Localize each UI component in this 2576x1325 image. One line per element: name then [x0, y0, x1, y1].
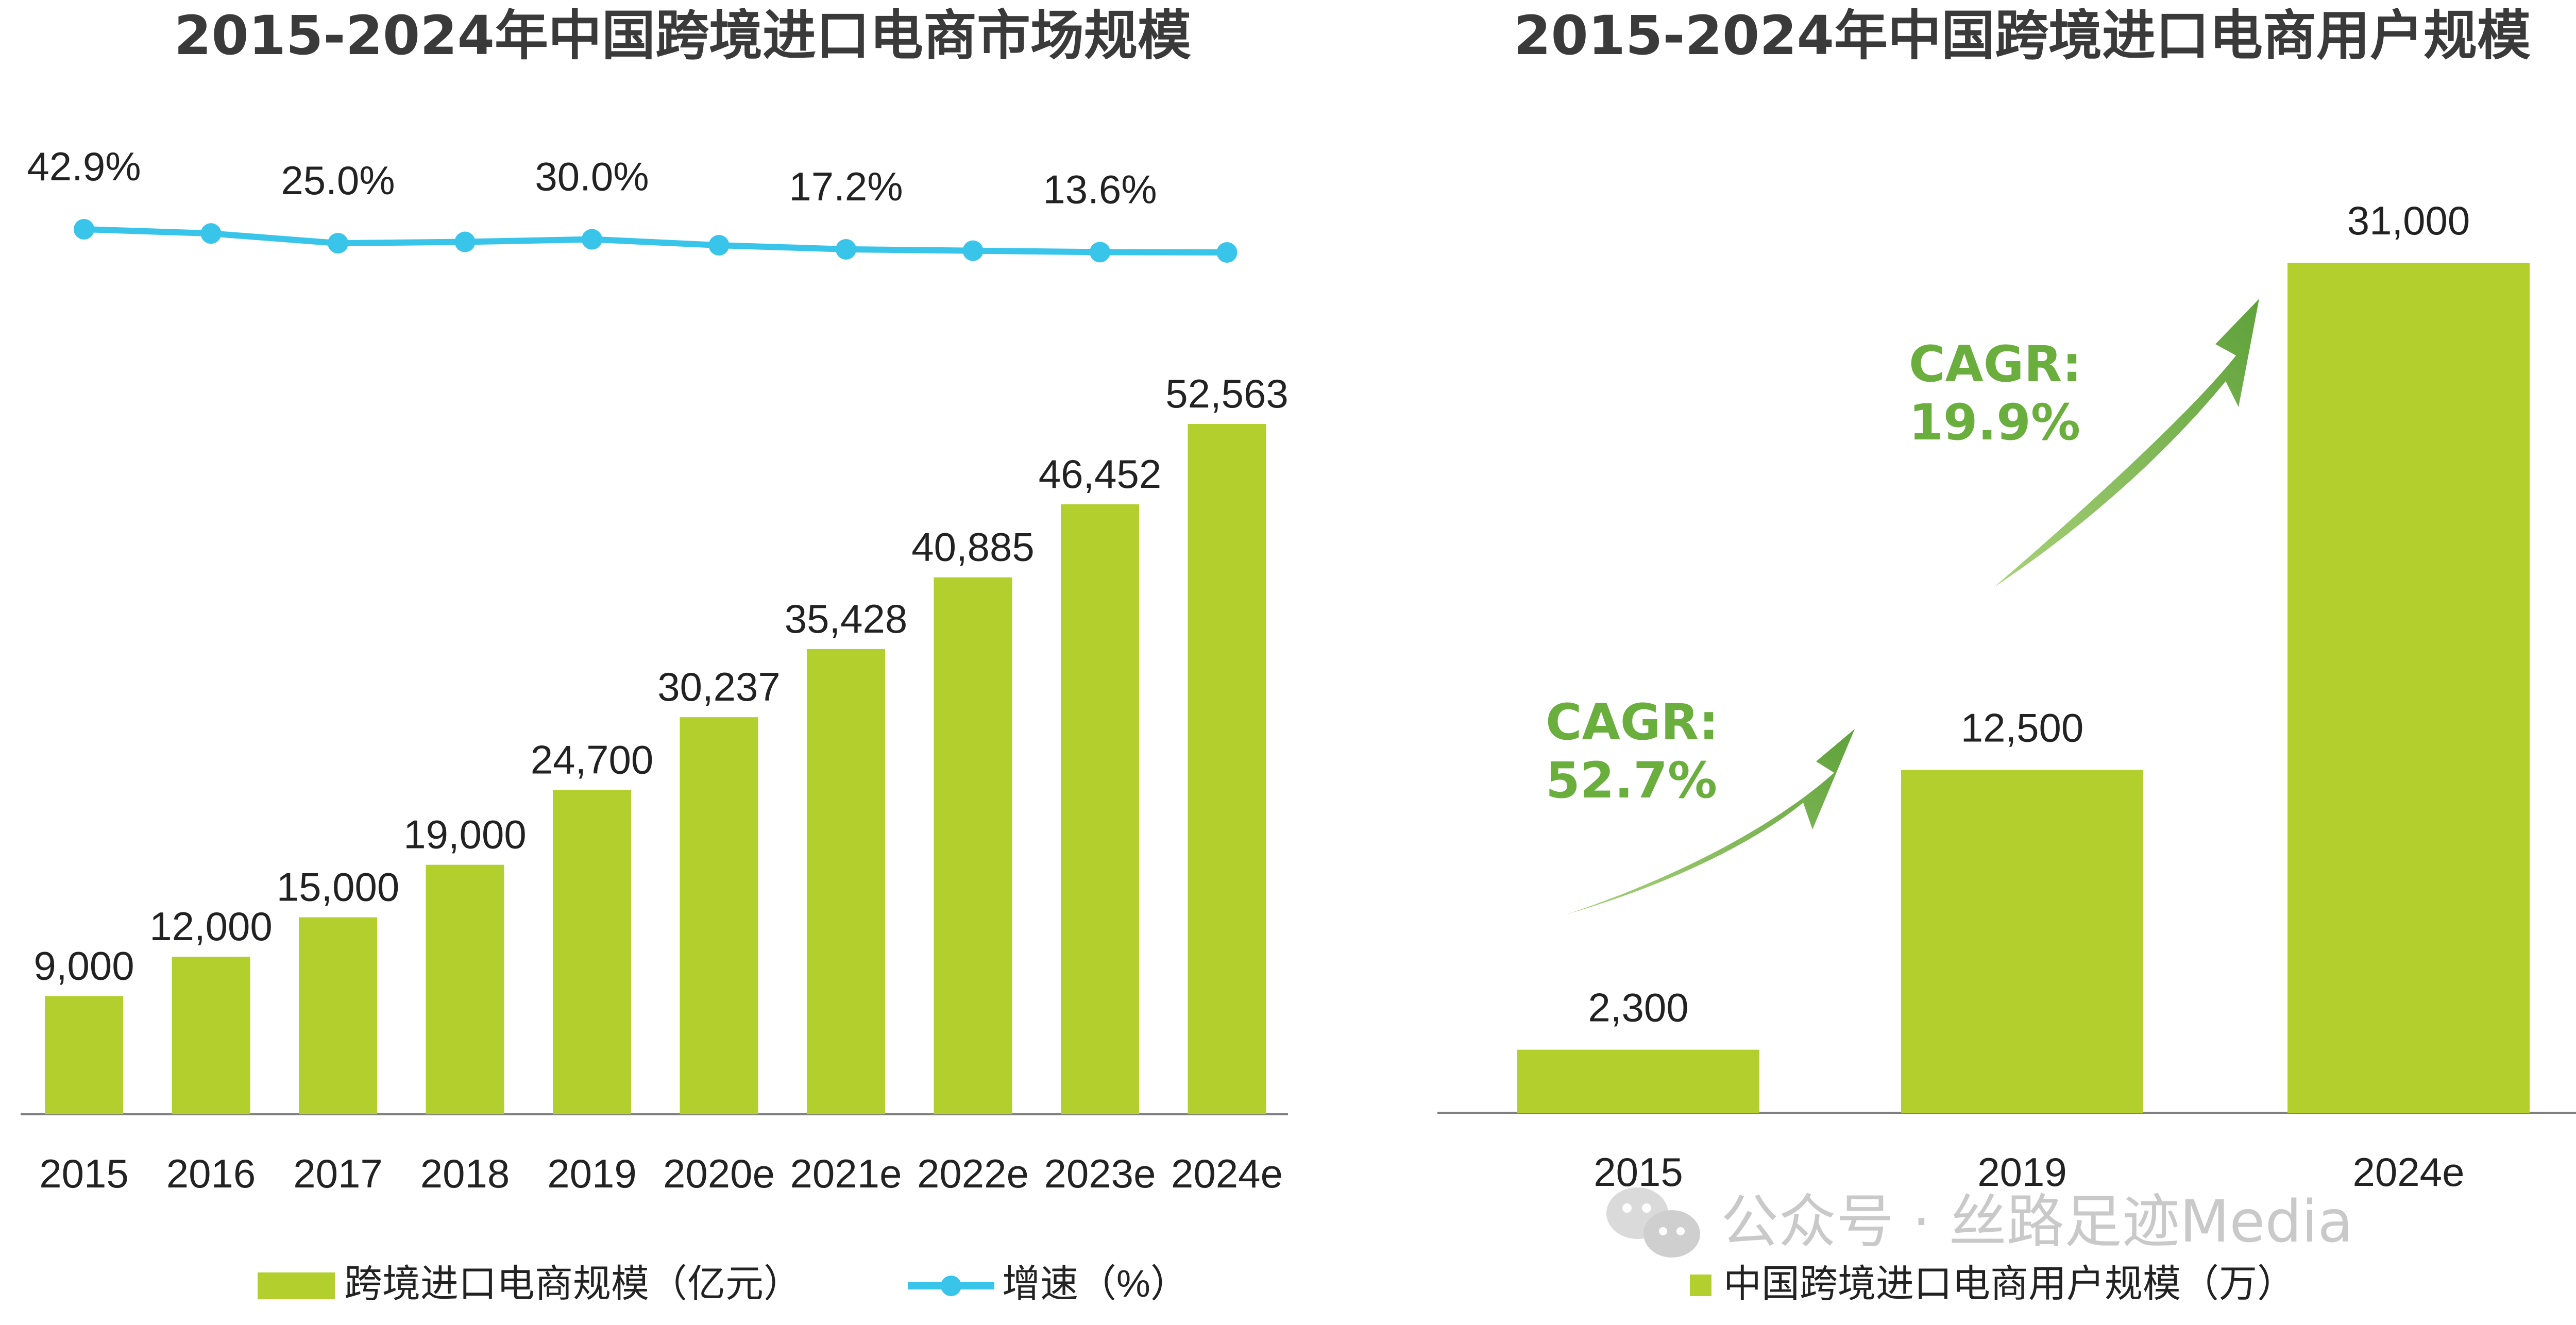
growth-label: 25.0% [281, 158, 395, 203]
left-bars: 9,000 2015 12,000 2016 15,000 2017 19,000 2018 2… [33, 371, 1288, 1196]
x-tick-label: 2024e [1171, 1151, 1283, 1196]
user-x-tick-label: 2015 [1594, 1149, 1683, 1195]
right-bars: 2,300 2015 12,500 2019 31,000 2024e [1517, 198, 2530, 1195]
wechat-icon [1606, 1187, 1700, 1258]
user-bar-2019 [1901, 770, 2143, 1113]
user-bar-value-label: 12,500 [1961, 705, 2084, 751]
legend-label-bar: 跨境进口电商规模（亿元） [344, 1262, 802, 1305]
x-tick-label: 2019 [547, 1151, 637, 1196]
growth-label: 17.2% [789, 164, 903, 209]
bar-2016 [172, 957, 250, 1114]
bar-value-label: 19,000 [403, 812, 527, 857]
x-tick-label: 2015 [39, 1151, 129, 1196]
x-tick-label: 2021e [790, 1151, 902, 1196]
bar-value-label: 35,428 [785, 596, 908, 641]
x-tick-label: 2017 [293, 1151, 383, 1196]
right-legend: 中国跨境进口电商用户规模（万） [1690, 1262, 2295, 1305]
right-chart: 2015-2024年中国跨境进口电商用户规模 2,300 2015 12,500 20… [1437, 4, 2576, 1305]
user-bar-value-label: 31,000 [2347, 198, 2470, 243]
bar-2017 [299, 917, 377, 1114]
bar-2018 [426, 864, 504, 1114]
growth-point-2021e [836, 239, 856, 260]
watermark-text: 公众号 · 丝路足迹Media [1721, 1188, 2353, 1255]
bar-2024e [1188, 424, 1266, 1114]
bar-value-label: 15,000 [277, 864, 400, 910]
growth-label: 13.6% [1043, 166, 1157, 212]
bar-2022e [934, 577, 1012, 1114]
left-growth-line: 42.9% 25.0% 30.0% 17.2% 13.6% [27, 144, 1238, 263]
bar-value-label: 40,885 [911, 524, 1035, 570]
x-tick-label: 2018 [420, 1151, 510, 1196]
user-bar-value-label: 2,300 [1588, 985, 1688, 1030]
bar-2020e [680, 717, 758, 1114]
bar-value-label: 30,237 [657, 664, 781, 709]
x-tick-label: 2023e [1044, 1151, 1156, 1196]
growth-point-2024e [1216, 242, 1238, 263]
bar-2021e [807, 649, 885, 1114]
right-legend-swatch [1690, 1275, 1711, 1296]
user-x-tick-label: 2024e [2353, 1149, 2465, 1195]
left-chart-title: 2015-2024年中国跨境进口电商市场规模 [174, 4, 1191, 67]
cagr-2-value: 19.9% [1909, 394, 2080, 451]
growth-label: 42.9% [27, 144, 141, 189]
legend-swatch-marker [941, 1276, 961, 1296]
growth-label: 30.0% [535, 154, 649, 199]
growth-point-2018 [454, 231, 476, 252]
growth-point-2020e [708, 235, 730, 256]
x-tick-label: 2020e [663, 1151, 775, 1196]
right-chart-title: 2015-2024年中国跨境进口电商用户规模 [1514, 4, 2531, 67]
bar-value-label: 12,000 [149, 904, 273, 949]
bar-2019 [553, 790, 631, 1114]
cagr-arrow-2 [1994, 299, 2259, 587]
growth-point-2017 [328, 233, 348, 254]
user-x-tick-label: 2019 [1977, 1149, 2067, 1195]
bar-2023e [1061, 504, 1139, 1114]
left-chart: 2015-2024年中国跨境进口电商市场规模 9,000 2015 12,000 20… [21, 4, 1289, 1305]
watermark: 公众号 · 丝路足迹Media [1606, 1187, 2353, 1258]
bar-value-label: 52,563 [1165, 371, 1289, 416]
left-legend: 跨境进口电商规模（亿元） 增速（%） [258, 1262, 1189, 1305]
cagr-1-label: CAGR: [1546, 693, 1719, 751]
user-bar-2015 [1517, 1049, 1759, 1113]
growth-line-path [83, 226, 1227, 256]
x-tick-label: 2022e [917, 1151, 1029, 1196]
right-legend-label: 中国跨境进口电商用户规模（万） [1723, 1262, 2295, 1305]
cagr-1-value: 52.7% [1546, 752, 1717, 809]
bar-value-label: 9,000 [33, 943, 134, 989]
user-bar-2024e [2287, 263, 2530, 1113]
growth-point-2015 [74, 219, 94, 240]
growth-point-2019 [582, 229, 602, 250]
growth-point-2023e [1090, 242, 1110, 263]
growth-point-2016 [200, 223, 222, 244]
x-tick-label: 2016 [166, 1151, 256, 1196]
legend-swatch-bar [258, 1272, 335, 1299]
growth-point-2022e [962, 240, 984, 261]
bar-2015 [45, 996, 123, 1114]
bar-value-label: 46,452 [1039, 451, 1162, 497]
legend-label-line: 增速（%） [1002, 1262, 1189, 1305]
bar-value-label: 24,700 [531, 737, 654, 782]
cagr-2-label: CAGR: [1909, 335, 2082, 393]
